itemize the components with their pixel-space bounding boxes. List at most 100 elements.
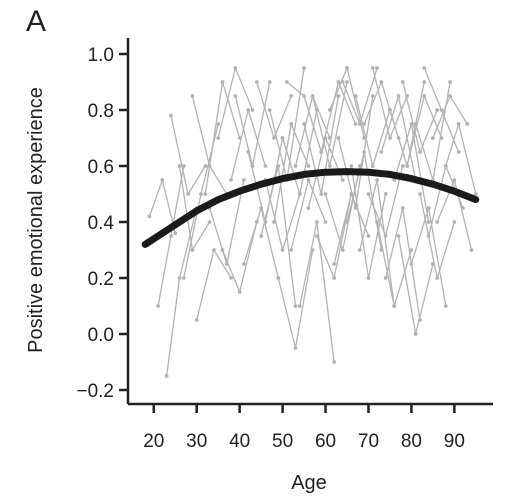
individual-point-47-0 <box>388 108 392 112</box>
individual-point-58-2 <box>469 248 474 252</box>
individual-point-16-0 <box>254 80 259 84</box>
individual-point-27-0 <box>302 122 306 126</box>
individual-point-58-0 <box>435 220 440 224</box>
individual-point-50-2 <box>435 108 440 112</box>
individual-point-17-1 <box>276 164 281 168</box>
x-tick-label-90: 90 <box>444 431 465 452</box>
individual-point-1-0 <box>156 304 160 308</box>
x-tick-label-20: 20 <box>143 431 164 452</box>
individual-point-8-1 <box>220 80 225 84</box>
individual-point-44-0 <box>375 220 379 224</box>
y-tick-label-1: 0.8 <box>88 101 114 122</box>
individual-line-19 <box>269 67 305 181</box>
individual-point-59-0 <box>443 164 448 168</box>
individual-point-2-1 <box>177 276 182 280</box>
individual-point-24-2 <box>323 220 328 224</box>
individual-point-23-0 <box>284 80 289 84</box>
individual-point-4-0 <box>177 164 182 168</box>
individual-point-21-0 <box>276 276 281 280</box>
individual-line-17 <box>260 165 297 307</box>
individual-line-12 <box>230 107 267 181</box>
individual-point-33-0 <box>327 108 332 112</box>
individual-point-23-1 <box>302 94 306 98</box>
individual-point-30-0 <box>315 234 319 238</box>
individual-point-25-0 <box>293 164 298 168</box>
individual-point-55-1 <box>439 108 444 112</box>
individual-point-38-2 <box>383 192 388 196</box>
individual-point-26-2 <box>332 360 337 364</box>
individual-point-22-1 <box>297 192 302 196</box>
y-axis-label: Positive emotional experience <box>25 87 47 353</box>
individual-point-12-1 <box>246 108 251 112</box>
individual-line-18 <box>264 179 301 253</box>
y-tick-label-4: 0.2 <box>88 269 114 290</box>
individual-point-42-1 <box>383 234 388 238</box>
individual-point-56-0 <box>426 234 431 238</box>
individual-point-10-0 <box>216 136 221 140</box>
individual-point-11-0 <box>220 248 225 252</box>
individual-point-48-0 <box>392 178 397 182</box>
individual-point-29-2 <box>345 80 349 84</box>
individual-point-46-0 <box>383 276 388 280</box>
axes: 20 30 40 50 60 70 80 90 1.0 0.8 0.6 0.4 0.2 0.0 −0.2 <box>76 38 493 452</box>
individual-point-46-1 <box>400 206 405 210</box>
y-tick-label-3: 0.4 <box>88 213 115 234</box>
individual-point-5-0 <box>181 276 186 280</box>
individual-point-31-1 <box>336 80 341 84</box>
individual-point-5-2 <box>216 122 221 126</box>
individual-point-16-1 <box>272 136 276 140</box>
individual-point-37-1 <box>362 150 367 154</box>
individual-point-21-1 <box>293 346 298 350</box>
individual-point-49-0 <box>396 234 401 238</box>
individual-point-16-2 <box>289 94 294 98</box>
individual-point-7-0 <box>194 318 199 322</box>
individual-line-39 <box>354 95 391 169</box>
individual-point-36-1 <box>357 122 362 126</box>
individual-point-40-0 <box>357 248 362 252</box>
individual-line-14 <box>243 205 279 279</box>
x-tick-label-60: 60 <box>315 431 336 452</box>
individual-point-13-0 <box>233 94 238 98</box>
individual-point-26-1 <box>315 220 319 224</box>
individual-point-31-2 <box>353 122 358 126</box>
x-tick-label-80: 80 <box>401 431 422 452</box>
individual-point-50-1 <box>418 150 422 154</box>
individual-point-33-1 <box>345 66 349 70</box>
individual-point-10-1 <box>233 66 238 70</box>
individual-point-38-0 <box>349 164 354 168</box>
individual-line-59 <box>445 121 477 195</box>
individual-point-57-2 <box>465 122 470 126</box>
individual-point-41-0 <box>362 122 367 126</box>
individual-point-51-0 <box>405 164 410 168</box>
x-axis-label: Age <box>291 472 327 494</box>
individual-line-21 <box>277 249 314 349</box>
individual-point-18-1 <box>280 248 285 252</box>
individual-point-7-1 <box>211 248 216 252</box>
individual-point-52-2 <box>443 304 448 308</box>
individual-point-54-1 <box>435 276 440 280</box>
individual-point-4-1 <box>190 248 195 252</box>
individual-point-54-0 <box>418 192 422 196</box>
individual-point-53-0 <box>413 122 418 126</box>
individual-point-4-2 <box>207 220 212 224</box>
x-tick-label-30: 30 <box>186 431 207 452</box>
individual-point-10-2 <box>250 108 255 112</box>
individual-trajectories <box>147 65 478 378</box>
individual-point-42-2 <box>400 164 405 168</box>
individual-point-35-2 <box>370 94 375 98</box>
individual-point-0-0 <box>147 214 152 219</box>
individual-point-37-0 <box>345 220 349 224</box>
individual-point-50-0 <box>400 80 405 84</box>
individual-point-0-2 <box>173 231 178 236</box>
individual-point-43-1 <box>388 136 392 140</box>
individual-point-55-2 <box>456 150 461 154</box>
individual-point-3-0 <box>169 113 173 118</box>
y-tick-label-5: 0.0 <box>88 325 114 346</box>
individual-point-58-1 <box>452 178 457 182</box>
individual-point-47-2 <box>422 80 427 84</box>
individual-point-19-0 <box>267 108 272 112</box>
individual-point-22-0 <box>280 136 285 140</box>
individual-point-1-2 <box>181 164 186 168</box>
individual-point-7-2 <box>229 276 233 280</box>
